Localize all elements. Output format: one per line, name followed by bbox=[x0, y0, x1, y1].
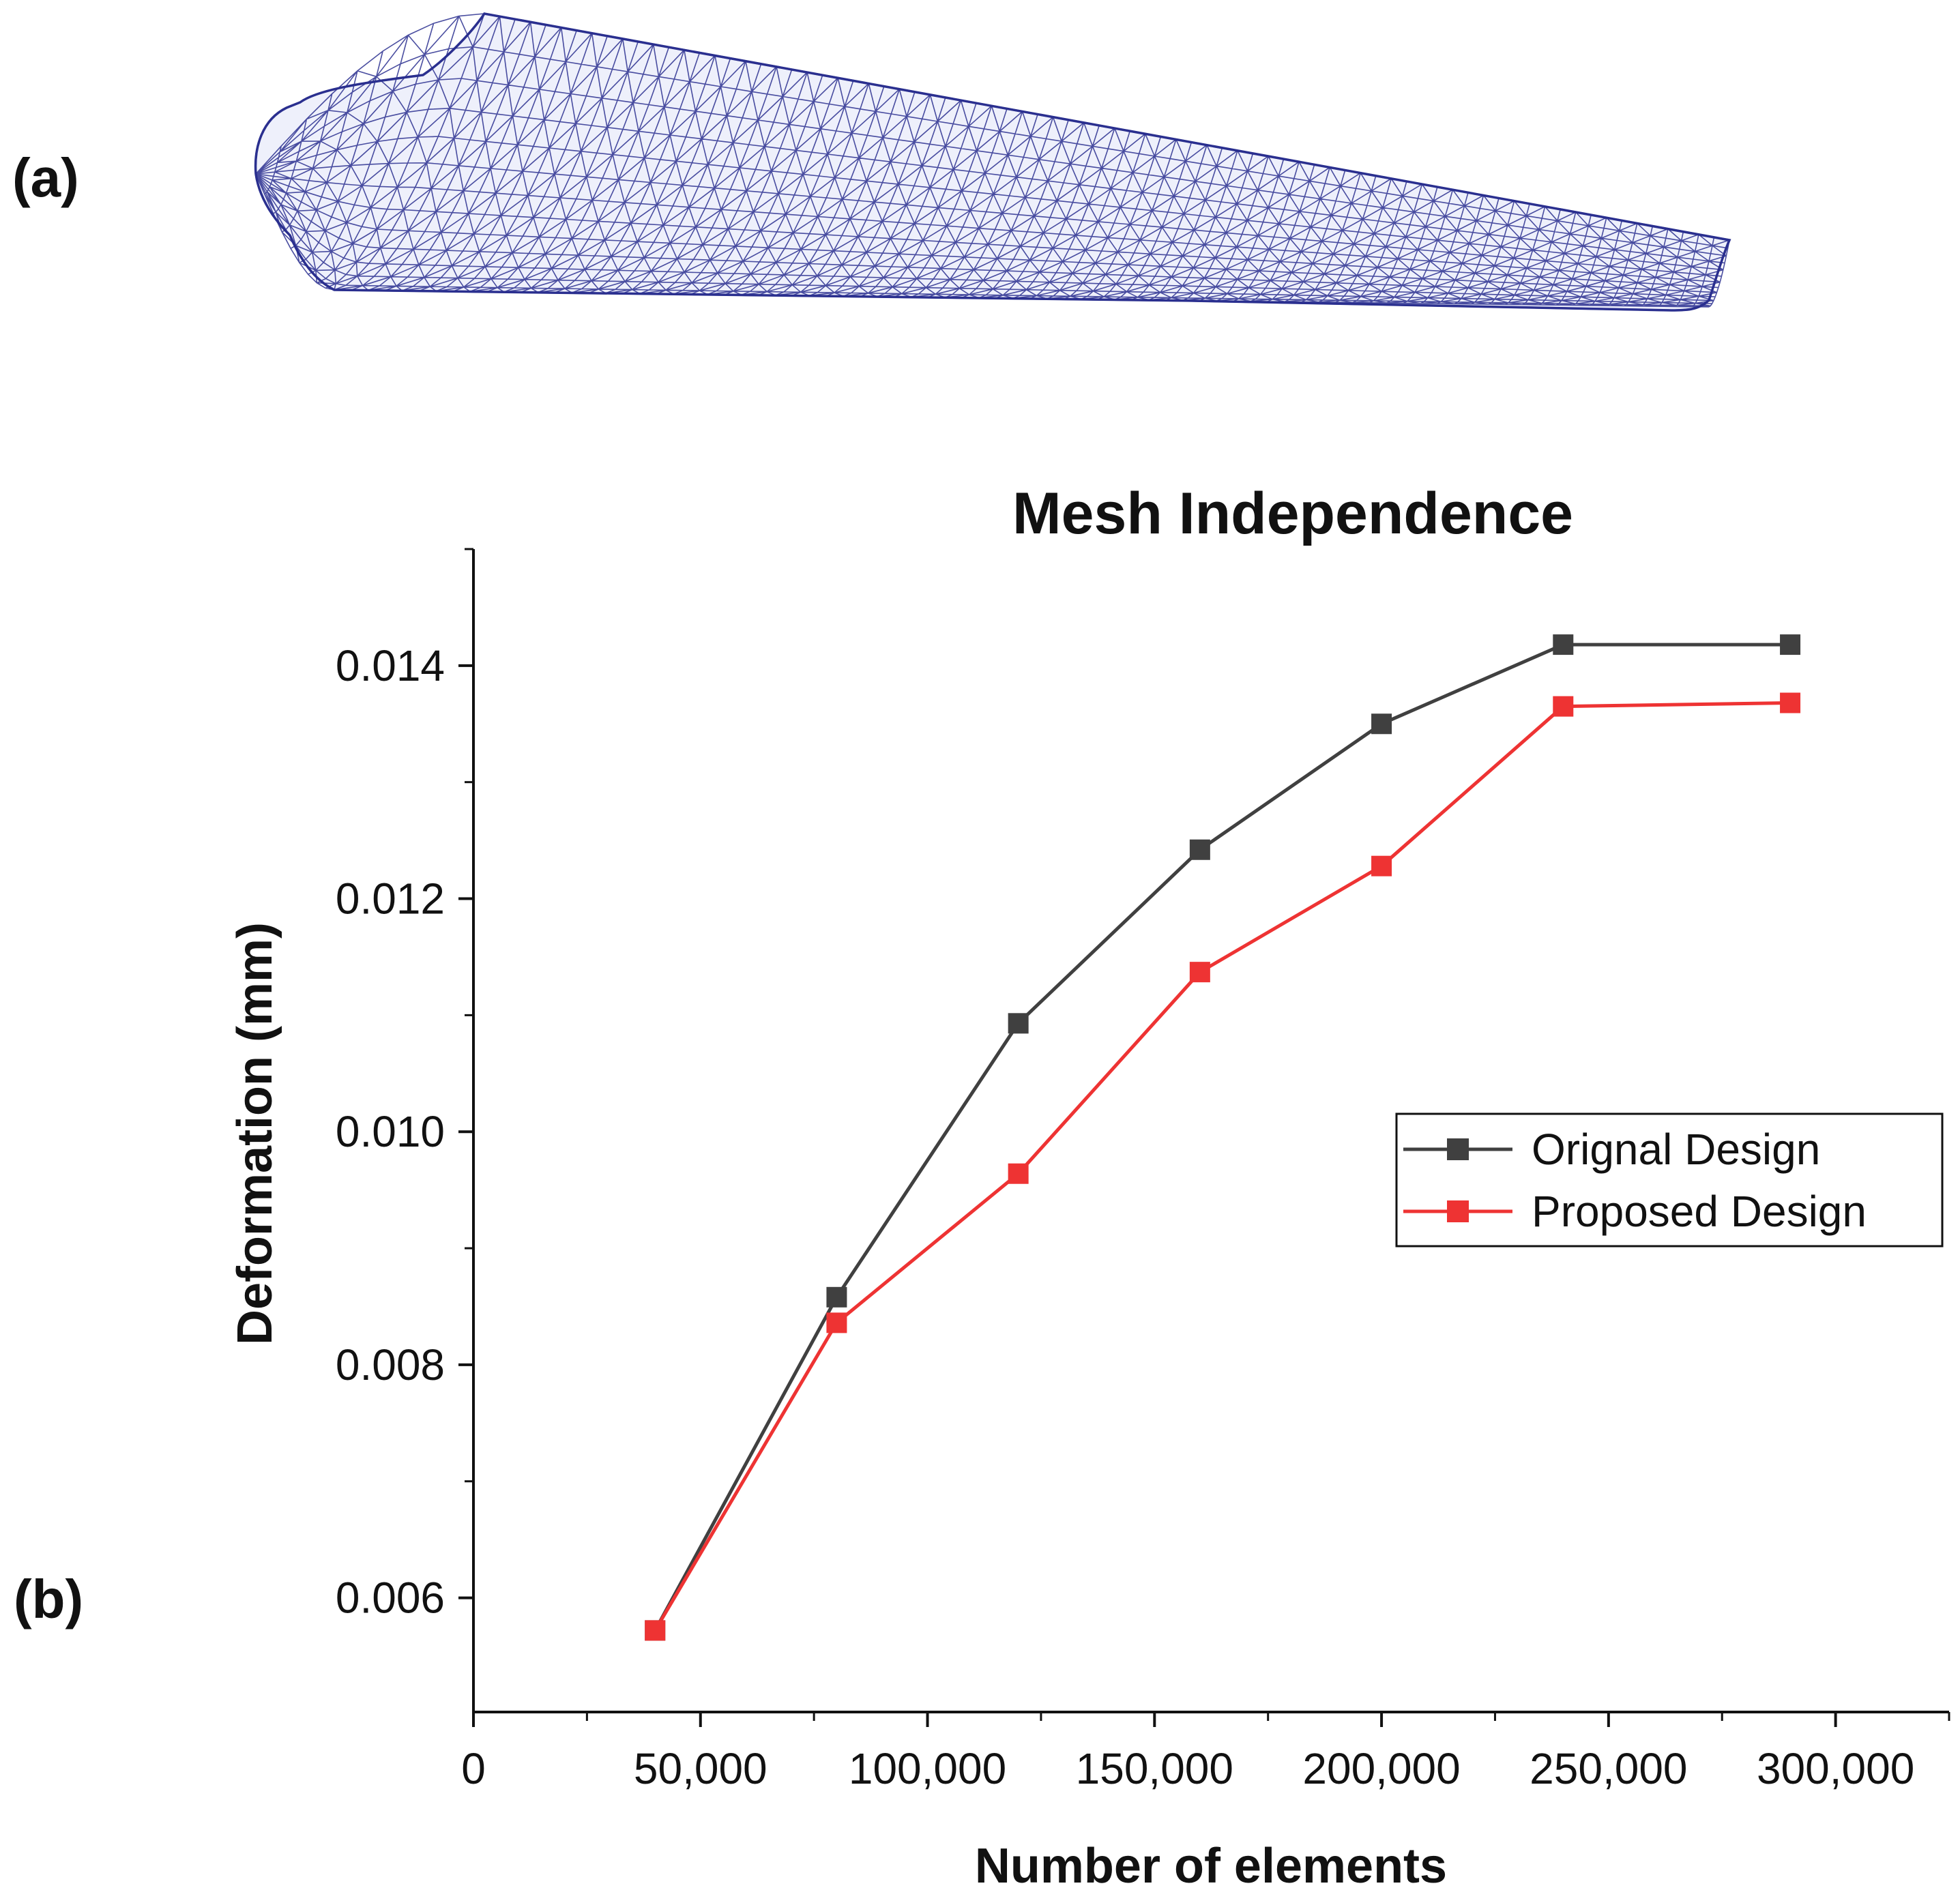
x-tick-label: 200,000 bbox=[1302, 1744, 1460, 1793]
legend-marker-proposed bbox=[1447, 1200, 1469, 1222]
legend-label-original: Orignal Design bbox=[1532, 1125, 1820, 1174]
x-tick-label: 300,000 bbox=[1757, 1744, 1914, 1793]
blade-mesh-image bbox=[254, 12, 1731, 312]
data-point-proposed bbox=[645, 1620, 666, 1641]
y-tick-label: 0.014 bbox=[336, 641, 445, 690]
data-point-proposed bbox=[1371, 855, 1392, 876]
legend-label-proposed: Proposed Design bbox=[1532, 1187, 1867, 1236]
x-tick-label: 0 bbox=[461, 1744, 486, 1793]
x-axis-title: Number of elements bbox=[975, 1839, 1447, 1893]
y-tick-label: 0.008 bbox=[336, 1340, 445, 1389]
legend: Orignal Design Proposed Design bbox=[1395, 1112, 1944, 1248]
data-point-proposed bbox=[1189, 962, 1210, 983]
x-tick-label: 250,000 bbox=[1530, 1744, 1687, 1793]
data-point-original bbox=[1553, 634, 1574, 655]
y-axis-title: Deformation (mm) bbox=[228, 922, 282, 1345]
mesh-border bbox=[254, 12, 1731, 312]
chart-title: Mesh Independence bbox=[1012, 481, 1573, 546]
legend-marker-original bbox=[1447, 1138, 1469, 1160]
data-point-original bbox=[1008, 1013, 1029, 1034]
chart-ticks: 0 50,000 100,000 150,000 200,000 250,000 300,0… bbox=[336, 548, 1950, 1793]
data-point-proposed bbox=[1553, 696, 1574, 717]
data-point-original bbox=[1371, 713, 1392, 735]
chart-series bbox=[645, 634, 1801, 1641]
data-point-proposed bbox=[1780, 692, 1801, 713]
data-point-proposed bbox=[1008, 1163, 1029, 1184]
y-tick-label: 0.012 bbox=[336, 874, 445, 924]
panel-label-b: (b) bbox=[14, 1569, 83, 1629]
x-tick-label: 100,000 bbox=[849, 1744, 1006, 1793]
y-tick-label: 0.006 bbox=[336, 1574, 445, 1623]
x-tick-label: 150,000 bbox=[1076, 1744, 1233, 1793]
data-point-proposed bbox=[826, 1312, 847, 1333]
data-point-original bbox=[826, 1286, 847, 1308]
x-tick-label: 50,000 bbox=[634, 1744, 767, 1793]
panel-label-a: (a) bbox=[12, 147, 79, 208]
legend-box bbox=[1395, 1112, 1944, 1248]
data-point-original bbox=[1780, 634, 1801, 655]
y-tick-label: 0.010 bbox=[336, 1107, 445, 1156]
data-point-original bbox=[1189, 839, 1210, 860]
